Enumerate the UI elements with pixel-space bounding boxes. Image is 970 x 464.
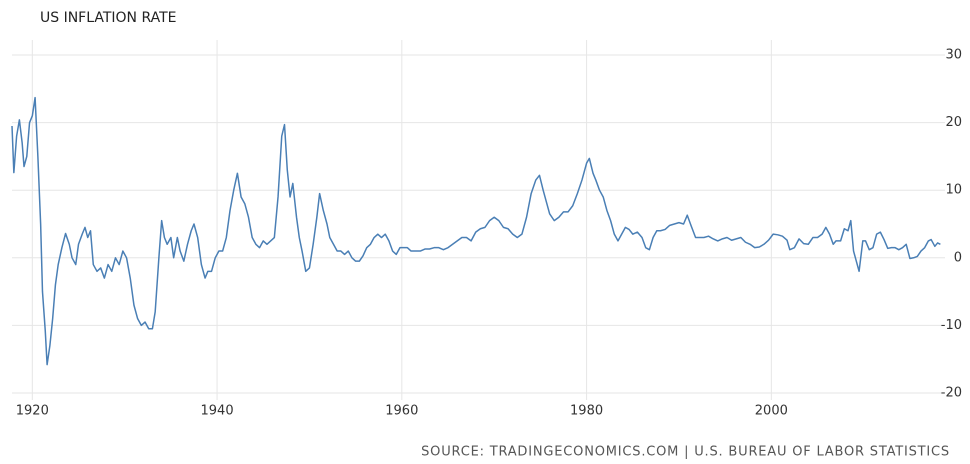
x-tick-label: 2000 bbox=[755, 404, 788, 419]
x-tick-label: 1960 bbox=[385, 404, 418, 419]
y-tick-label: 0 bbox=[954, 250, 962, 265]
y-tick-label: 20 bbox=[945, 115, 962, 130]
y-tick-label: 30 bbox=[945, 48, 962, 63]
x-tick-label: 1920 bbox=[16, 404, 49, 419]
x-tick-label: 1980 bbox=[570, 404, 603, 419]
y-tick-label: 10 bbox=[945, 183, 962, 198]
y-tick-label: -20 bbox=[941, 386, 962, 401]
y-tick-label: -10 bbox=[941, 318, 962, 333]
chart-title: US INFLATION RATE bbox=[40, 10, 177, 26]
source-note: SOURCE: TRADINGECONOMICS.COM | U.S. BURE… bbox=[421, 445, 950, 460]
data-line bbox=[11, 96, 941, 366]
x-tick-label: 1940 bbox=[201, 404, 234, 419]
